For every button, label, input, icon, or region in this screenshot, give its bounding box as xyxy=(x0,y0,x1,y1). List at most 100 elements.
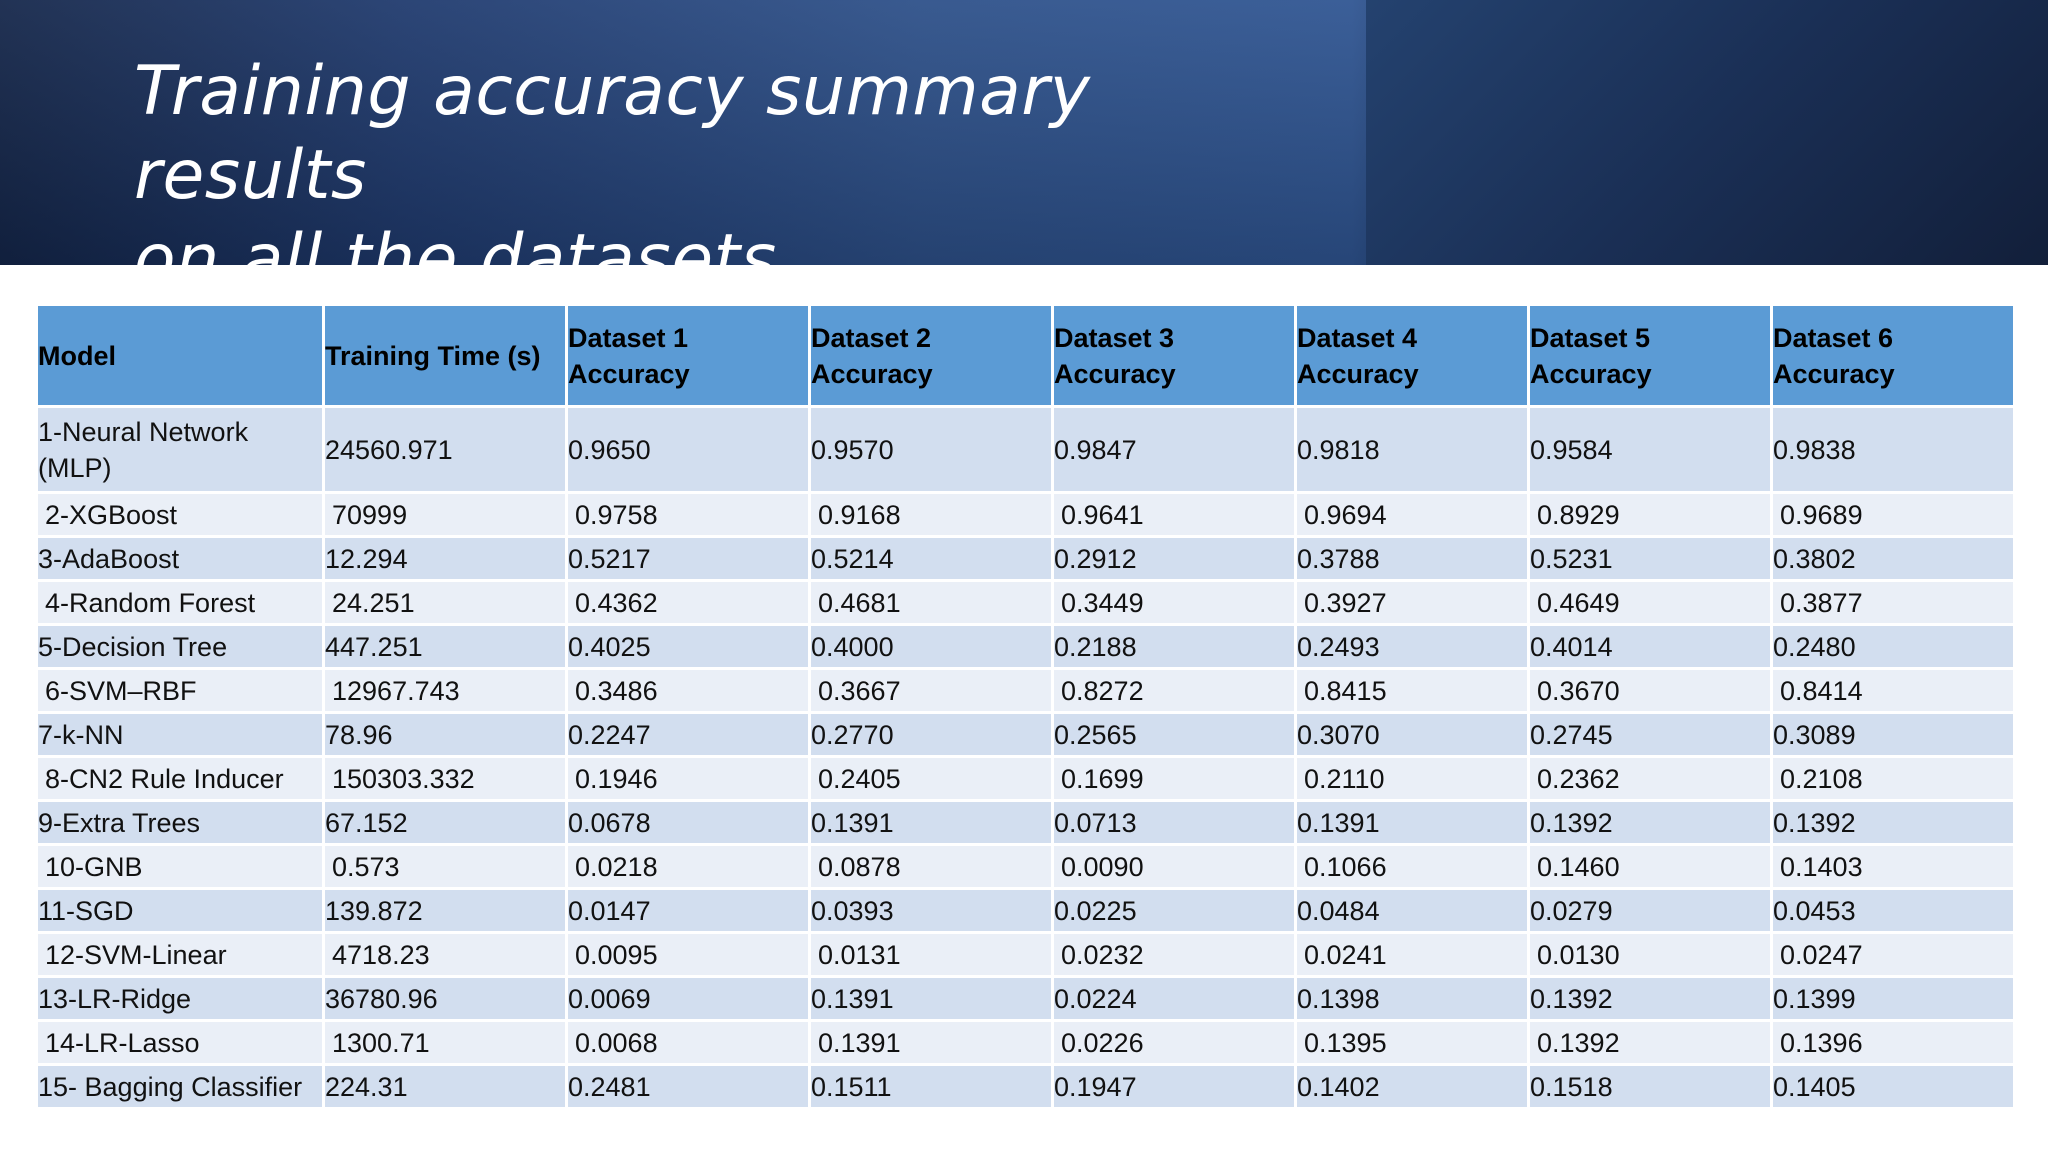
cell-dataset-2-accuracy: 0.2770 xyxy=(811,714,1051,755)
cell-text: 0.1391 xyxy=(811,983,894,1014)
cell-text: 0.0393 xyxy=(811,895,894,926)
cell-dataset-3-accuracy: 0.0226 xyxy=(1054,1022,1294,1063)
cell-dataset-5-accuracy: 0.2362 xyxy=(1530,758,1770,799)
cell-dataset-1-accuracy: 0.1946 xyxy=(568,758,808,799)
cell-text: 0.9758 xyxy=(575,499,658,530)
cell-text: 8-CN2 Rule Inducer xyxy=(45,763,284,794)
slide-title-line-2: on all the datasets xyxy=(134,220,777,265)
cell-text: 0.2481 xyxy=(568,1071,651,1102)
cell-text: 0.8414 xyxy=(1780,675,1863,706)
cell-model: 10-GNB xyxy=(38,846,322,887)
cell-dataset-6-accuracy: 0.3089 xyxy=(1773,714,2013,755)
cell-text: 0.5231 xyxy=(1530,543,1613,574)
cell-text: 6-SVM–RBF xyxy=(45,675,197,706)
table-row: 12-SVM-Linear 4718.23 0.0095 0.0131 0.0232 0.… xyxy=(38,934,2013,975)
cell-text: 0.9694 xyxy=(1304,499,1387,530)
cell-text: 0.2247 xyxy=(568,719,651,750)
header-training-time: Training Time (s) xyxy=(325,306,565,405)
cell-text: 0.2108 xyxy=(1780,763,1863,794)
cell-dataset-2-accuracy: 0.1391 xyxy=(811,802,1051,843)
cell-text: 0.1395 xyxy=(1304,1027,1387,1058)
cell-dataset-3-accuracy: 0.1947 xyxy=(1054,1066,1294,1107)
cell-text: 0.4014 xyxy=(1530,631,1613,662)
cell-dataset-1-accuracy: 0.4025 xyxy=(568,626,808,667)
cell-dataset-5-accuracy: 0.8929 xyxy=(1530,494,1770,535)
cell-text: 0.1399 xyxy=(1773,983,1856,1014)
cell-text: 0.1518 xyxy=(1530,1071,1613,1102)
cell-dataset-6-accuracy: 0.1396 xyxy=(1773,1022,2013,1063)
cell-text: 3-AdaBoost xyxy=(38,543,180,574)
cell-training-time: 70999 xyxy=(325,494,565,535)
table-body: 1-Neural Network (MLP) 24560.971 0.9650 0.9… xyxy=(38,408,2013,1107)
cell-dataset-3-accuracy: 0.0224 xyxy=(1054,978,1294,1019)
cell-text: 15- Bagging Classifier xyxy=(38,1071,303,1102)
cell-text: 1300.71 xyxy=(332,1027,430,1058)
cell-text: 0.0232 xyxy=(1061,939,1144,970)
cell-dataset-4-accuracy: 0.1395 xyxy=(1297,1022,1527,1063)
cell-text: 0.9847 xyxy=(1054,434,1137,465)
cell-dataset-2-accuracy: 0.4681 xyxy=(811,582,1051,623)
cell-text: 0.5217 xyxy=(568,543,651,574)
cell-text: 0.2565 xyxy=(1054,719,1137,750)
cell-training-time: 36780.96 xyxy=(325,978,565,1019)
cell-dataset-6-accuracy: 0.2108 xyxy=(1773,758,2013,799)
cell-text: 0.3449 xyxy=(1061,587,1144,618)
cell-text: 0.1511 xyxy=(811,1071,892,1102)
cell-text: 0.0068 xyxy=(575,1027,658,1058)
cell-dataset-5-accuracy: 0.3670 xyxy=(1530,670,1770,711)
cell-training-time: 12967.743 xyxy=(325,670,565,711)
cell-text: 7-k-NN xyxy=(38,719,124,750)
cell-text: 150303.332 xyxy=(332,763,475,794)
cell-dataset-6-accuracy: 0.1405 xyxy=(1773,1066,2013,1107)
table-row: 14-LR-Lasso 1300.71 0.0068 0.1391 0.0226 0.13… xyxy=(38,1022,2013,1063)
cell-text: 0.1699 xyxy=(1061,763,1144,794)
cell-text: 0.0247 xyxy=(1780,939,1863,970)
cell-dataset-2-accuracy: 0.9570 xyxy=(811,408,1051,491)
table-row: 4-Random Forest 24.251 0.4362 0.4681 0.3449 0… xyxy=(38,582,2013,623)
cell-dataset-4-accuracy: 0.3788 xyxy=(1297,538,1527,579)
cell-text: 11-SGD xyxy=(38,895,134,926)
cell-dataset-3-accuracy: 0.9847 xyxy=(1054,408,1294,491)
cell-dataset-6-accuracy: 0.9689 xyxy=(1773,494,2013,535)
results-table-container: Model Training Time (s) Dataset 1 Accuracy… xyxy=(38,306,2013,1107)
cell-model: 14-LR-Lasso xyxy=(38,1022,322,1063)
cell-text: 0.2188 xyxy=(1054,631,1137,662)
cell-text: 9-Extra Trees xyxy=(38,807,201,838)
header-dataset-1: Dataset 1 Accuracy xyxy=(568,306,808,405)
cell-dataset-6-accuracy: 0.9838 xyxy=(1773,408,2013,491)
cell-model: 12-SVM-Linear xyxy=(38,934,322,975)
cell-dataset-3-accuracy: 0.0090 xyxy=(1054,846,1294,887)
cell-dataset-6-accuracy: 0.1399 xyxy=(1773,978,2013,1019)
cell-model: 3-AdaBoost xyxy=(38,538,322,579)
cell-model: 8-CN2 Rule Inducer xyxy=(38,758,322,799)
cell-text: 0.5214 xyxy=(811,543,894,574)
table-row: 6-SVM–RBF 12967.743 0.3486 0.3667 0.8272 0.84… xyxy=(38,670,2013,711)
cell-dataset-5-accuracy: 0.5231 xyxy=(1530,538,1770,579)
cell-dataset-4-accuracy: 0.1398 xyxy=(1297,978,1527,1019)
cell-dataset-3-accuracy: 0.9641 xyxy=(1054,494,1294,535)
cell-dataset-5-accuracy: 0.4649 xyxy=(1530,582,1770,623)
cell-text: 0.3670 xyxy=(1537,675,1620,706)
cell-dataset-4-accuracy: 0.3927 xyxy=(1297,582,1527,623)
cell-text: 0.3070 xyxy=(1297,719,1380,750)
cell-text: 0.1398 xyxy=(1297,983,1380,1014)
cell-dataset-6-accuracy: 0.3802 xyxy=(1773,538,2013,579)
cell-dataset-2-accuracy: 0.0393 xyxy=(811,890,1051,931)
cell-text: 0.3486 xyxy=(575,675,658,706)
cell-training-time: 447.251 xyxy=(325,626,565,667)
cell-text: 0.2770 xyxy=(811,719,894,750)
cell-text: 0.1392 xyxy=(1537,1027,1620,1058)
cell-text: 0.3802 xyxy=(1773,543,1856,574)
cell-dataset-5-accuracy: 0.1392 xyxy=(1530,802,1770,843)
cell-text: 4-Random Forest xyxy=(45,587,256,618)
cell-text: 0.1391 xyxy=(811,807,894,838)
cell-model: 2-XGBoost xyxy=(38,494,322,535)
cell-dataset-4-accuracy: 0.1391 xyxy=(1297,802,1527,843)
slide-header: Training accuracy summary results on all… xyxy=(0,0,2048,265)
cell-training-time: 139.872 xyxy=(325,890,565,931)
cell-text: 0.0453 xyxy=(1773,895,1856,926)
cell-dataset-6-accuracy: 0.1392 xyxy=(1773,802,2013,843)
cell-text: 0.1946 xyxy=(575,763,658,794)
cell-training-time: 224.31 xyxy=(325,1066,565,1107)
cell-dataset-1-accuracy: 0.2247 xyxy=(568,714,808,755)
